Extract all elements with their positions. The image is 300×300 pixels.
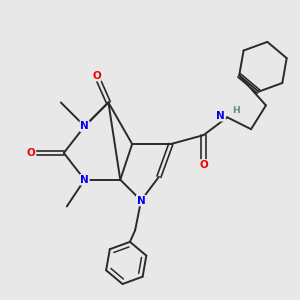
Text: O: O <box>27 148 35 158</box>
Text: N: N <box>80 175 89 185</box>
Text: H: H <box>232 106 239 115</box>
Text: N: N <box>137 196 146 206</box>
Text: N: N <box>80 121 89 131</box>
Text: O: O <box>199 160 208 170</box>
Text: N: N <box>216 111 225 121</box>
Text: O: O <box>92 71 101 81</box>
